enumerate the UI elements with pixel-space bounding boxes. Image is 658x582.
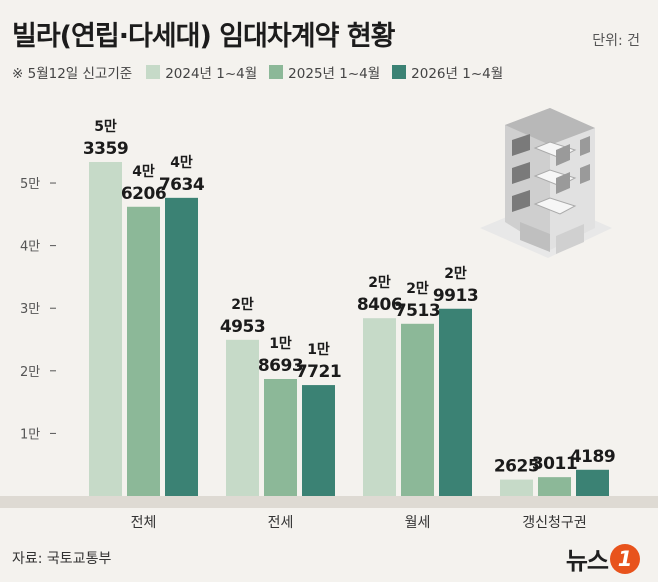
logo-text: 뉴스 (565, 547, 609, 575)
data-label-value: 3011 (532, 454, 577, 474)
legend-label-2026: 2026년 1~4월 (411, 66, 504, 82)
bar (363, 318, 396, 496)
legend-swatch-2025 (269, 65, 284, 79)
x-category-label: 전세 (268, 515, 294, 531)
baseline (0, 496, 658, 508)
chart-title: 빌라(연립·다세대) 임대차계약 현황 (12, 21, 395, 52)
data-label-man: 1만 (269, 336, 292, 352)
legend-item-2024: 2024년 1~4월 (146, 62, 257, 82)
data-label-man: 1만 (307, 342, 330, 358)
legend-swatch-2026 (392, 65, 407, 79)
x-category-label: 전체 (131, 515, 157, 531)
y-tick-label: 5만 (20, 177, 40, 192)
data-label-man: 2만 (444, 266, 467, 282)
data-label-value: 7513 (395, 301, 440, 321)
data-label-man: 4만 (132, 164, 155, 180)
unit-label: 단위: 건 (592, 33, 640, 49)
logo-badge: 1 (610, 543, 640, 574)
bar (165, 197, 198, 496)
legend-swatch-2024 (146, 65, 161, 79)
y-tick-label: 4만 (20, 240, 40, 255)
news1-logo: 뉴스 1 (566, 541, 640, 576)
y-tick-label: 1만 (20, 427, 40, 442)
data-label-value: 8406 (357, 295, 402, 315)
bar (500, 479, 533, 496)
data-label-value: 3359 (83, 139, 128, 159)
data-label-value: 7721 (296, 362, 341, 382)
value-labels-group: 5만33594만62064만76342만49531만86931만77212만84… (83, 119, 616, 477)
bar (264, 378, 297, 496)
data-label-man: 4만 (170, 155, 193, 171)
data-label-value: 6206 (121, 184, 166, 204)
legend-label-2024: 2024년 1~4월 (165, 66, 258, 82)
legend-item-2026: 2026년 1~4월 (392, 62, 503, 82)
x-axis: 전체 전세 월세 갱신청구권 (0, 496, 658, 531)
data-label-value: 4953 (220, 317, 265, 337)
data-label-value: 9913 (433, 286, 478, 306)
data-label-man: 2만 (406, 281, 429, 297)
y-axis: 1만 2만 3만 4만 5만 (20, 177, 56, 442)
bar (576, 469, 609, 496)
bars-group (89, 162, 609, 496)
data-label-man: 2만 (231, 297, 254, 313)
y-tick-label: 3만 (20, 302, 40, 317)
source-text: 자료: 국토교통부 (12, 551, 112, 567)
building-illustration (480, 108, 612, 258)
y-tick-label: 2만 (20, 365, 40, 380)
x-category-label: 월세 (405, 515, 431, 531)
data-label-value: 4189 (570, 447, 615, 467)
data-label-man: 5만 (94, 119, 117, 135)
reference-date-note: ※ 5월12일 신고기준 (12, 66, 133, 82)
bar (226, 339, 259, 496)
bar (127, 206, 160, 496)
legend-item-2025: 2025년 1~4월 (269, 62, 380, 82)
bar (439, 308, 472, 496)
bar (302, 385, 335, 496)
data-label-value: 7634 (159, 175, 205, 195)
data-label-man: 2만 (368, 275, 391, 291)
legend-label-2025: 2025년 1~4월 (288, 66, 381, 82)
bar (89, 162, 122, 496)
bar (401, 323, 434, 496)
data-label-value: 8693 (258, 356, 303, 376)
bar (538, 477, 571, 496)
x-category-label: 갱신청구권 (522, 515, 586, 531)
legend: ※ 5월12일 신고기준 2024년 1~4월 2025년 1~4월 2026년… (12, 62, 515, 82)
data-label-value: 2625 (494, 457, 539, 477)
